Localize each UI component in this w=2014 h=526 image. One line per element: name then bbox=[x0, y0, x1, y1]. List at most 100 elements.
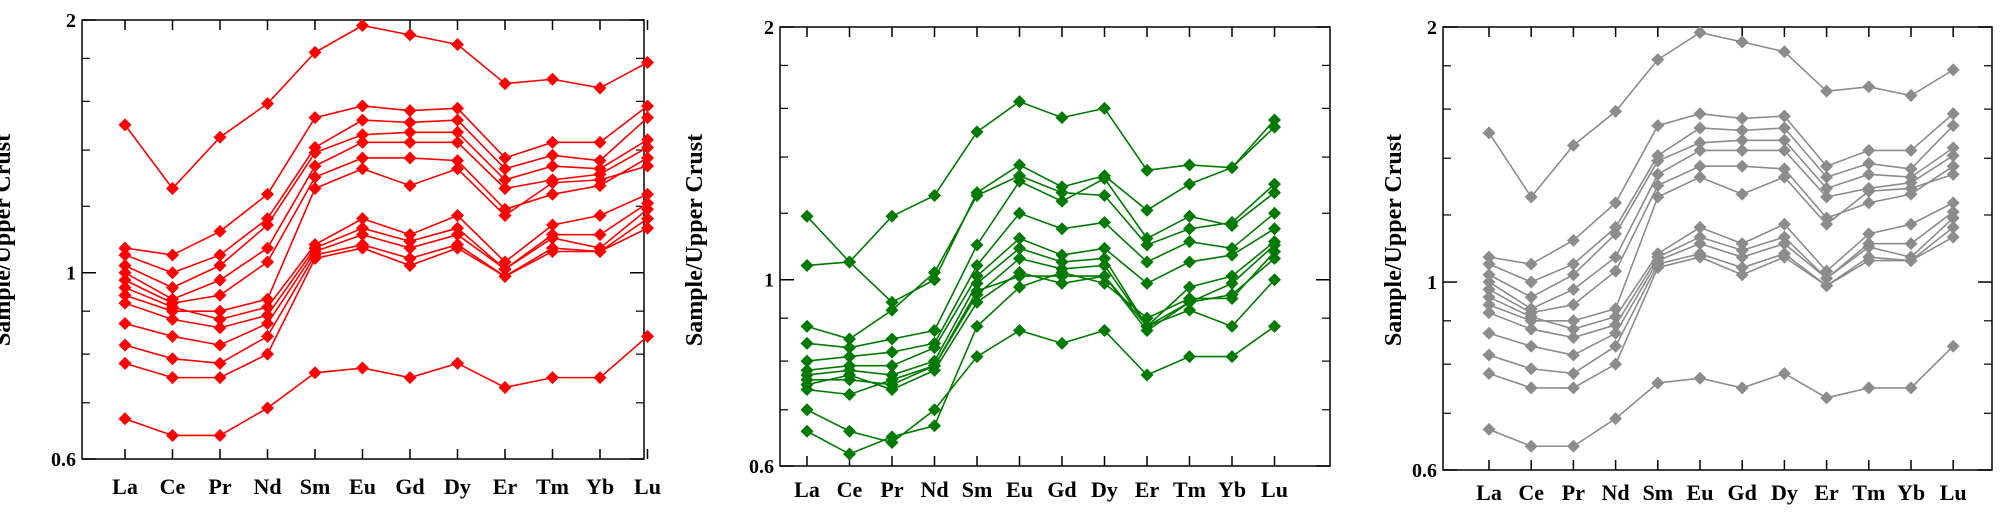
data-point bbox=[451, 101, 464, 115]
data-point bbox=[928, 273, 941, 287]
data-point bbox=[308, 159, 322, 173]
data-point bbox=[641, 99, 654, 113]
data-point bbox=[356, 361, 369, 375]
data-point bbox=[1183, 177, 1196, 191]
data-point bbox=[843, 387, 856, 401]
x-tick-label: Er bbox=[1135, 477, 1160, 502]
data-point bbox=[213, 371, 227, 385]
data-point bbox=[1098, 251, 1111, 265]
data-point bbox=[166, 352, 179, 366]
data-point bbox=[641, 159, 654, 173]
data-point bbox=[1609, 196, 1623, 210]
data-point bbox=[451, 356, 464, 370]
data-point bbox=[1862, 167, 1876, 181]
data-point bbox=[1946, 119, 1960, 133]
data-point bbox=[1055, 276, 1069, 290]
data-point bbox=[1609, 326, 1623, 340]
series-line bbox=[124, 24, 648, 190]
x-tick-label: Pr bbox=[208, 474, 231, 499]
data-point bbox=[403, 125, 417, 139]
data-point bbox=[1651, 179, 1665, 193]
data-point bbox=[1183, 222, 1196, 236]
data-point bbox=[885, 430, 899, 444]
data-point bbox=[261, 97, 274, 111]
series-line bbox=[806, 325, 1275, 444]
data-point bbox=[800, 383, 814, 397]
data-point bbox=[1566, 233, 1580, 247]
data-point bbox=[1140, 324, 1154, 338]
data-point bbox=[1820, 170, 1834, 184]
data-point bbox=[498, 208, 512, 222]
data-point bbox=[1140, 368, 1154, 382]
data-point bbox=[403, 104, 417, 118]
data-point bbox=[1820, 391, 1834, 405]
x-tick-label: Yb bbox=[586, 474, 614, 499]
data-point bbox=[885, 345, 899, 359]
data-point bbox=[1651, 167, 1665, 181]
data-point bbox=[1098, 269, 1111, 283]
data-point bbox=[118, 317, 132, 331]
data-point bbox=[498, 380, 512, 394]
series-line bbox=[1488, 202, 1954, 330]
data-point bbox=[1820, 190, 1834, 204]
data-point bbox=[1693, 250, 1707, 264]
data-point bbox=[1055, 222, 1069, 236]
x-tick-label: Gd bbox=[1047, 477, 1076, 502]
x-tick-label: Er bbox=[493, 474, 518, 499]
data-point bbox=[1013, 158, 1026, 172]
data-point bbox=[403, 179, 417, 193]
data-point bbox=[498, 151, 512, 165]
y-tick-label: 2 bbox=[66, 10, 76, 32]
data-point bbox=[1140, 311, 1154, 325]
x-tick-label: Nd bbox=[253, 474, 281, 499]
data-point bbox=[641, 111, 654, 125]
series-line bbox=[806, 126, 1276, 304]
data-point bbox=[1013, 280, 1026, 294]
data-point bbox=[1609, 357, 1623, 371]
data-point bbox=[498, 269, 512, 283]
data-point bbox=[118, 296, 132, 310]
y-tick-label: 0.6 bbox=[1412, 460, 1437, 482]
data-point bbox=[451, 241, 464, 255]
data-point bbox=[1566, 298, 1580, 312]
data-point bbox=[1013, 269, 1026, 283]
data-point bbox=[970, 238, 984, 252]
x-tick-label: Tm bbox=[536, 474, 569, 499]
data-point bbox=[213, 304, 227, 318]
data-point bbox=[213, 273, 227, 287]
data-point bbox=[403, 28, 417, 42]
data-point bbox=[1268, 113, 1281, 127]
data-point bbox=[403, 241, 417, 255]
data-point bbox=[166, 329, 179, 343]
data-point bbox=[451, 221, 464, 235]
data-point bbox=[118, 356, 132, 370]
x-tick-label: La bbox=[794, 477, 820, 502]
data-point bbox=[451, 228, 464, 242]
data-point bbox=[1777, 230, 1791, 244]
data-point bbox=[1862, 143, 1876, 157]
series-line bbox=[1488, 226, 1954, 375]
data-point bbox=[1098, 241, 1111, 255]
data-point bbox=[641, 140, 654, 154]
data-point bbox=[1946, 339, 1960, 353]
data-point bbox=[546, 244, 559, 258]
data-point bbox=[1013, 231, 1026, 245]
data-point bbox=[885, 332, 899, 346]
data-point bbox=[1651, 53, 1665, 67]
data-point bbox=[1524, 322, 1538, 336]
data-point bbox=[843, 424, 856, 438]
data-point bbox=[356, 212, 369, 226]
series-line bbox=[124, 117, 649, 274]
data-point bbox=[641, 212, 654, 226]
series-line bbox=[1488, 211, 1954, 339]
data-point bbox=[1904, 143, 1918, 157]
data-point bbox=[451, 208, 464, 222]
data-point bbox=[928, 188, 941, 202]
data-point bbox=[800, 403, 814, 417]
data-point bbox=[928, 419, 941, 433]
data-point bbox=[1524, 310, 1538, 324]
data-point bbox=[451, 38, 464, 52]
data-point bbox=[1946, 107, 1960, 121]
data-point bbox=[1183, 280, 1196, 294]
